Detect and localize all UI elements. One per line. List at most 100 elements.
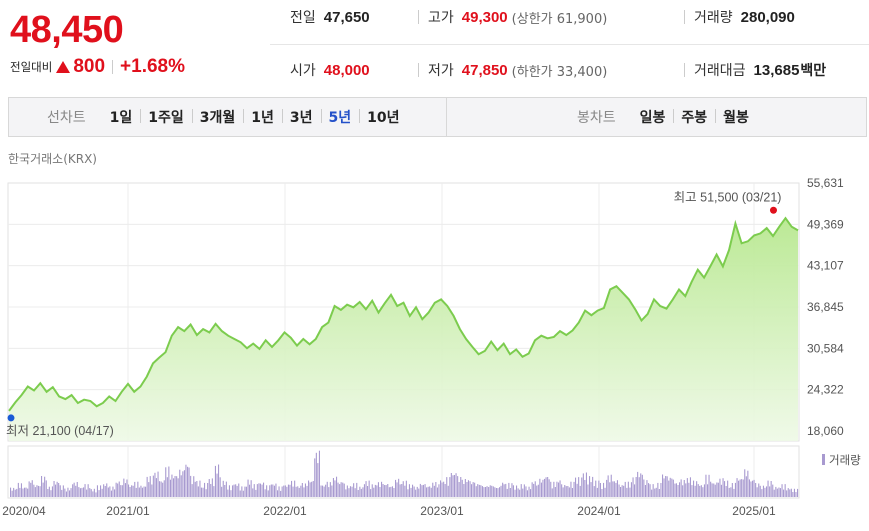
- volume-bar: [500, 485, 502, 497]
- volume-bar: [37, 485, 39, 497]
- volume-bar: [779, 488, 781, 497]
- volume-bar: [745, 476, 747, 497]
- volume-bar: [640, 473, 642, 497]
- volume-bar: [253, 484, 255, 497]
- volume-bar: [770, 481, 772, 497]
- volume-bar: [516, 485, 518, 497]
- volume-bar: [247, 479, 249, 497]
- volume-bar: [337, 482, 339, 497]
- volume-bar: [242, 490, 244, 497]
- stat-value: 48,000: [323, 61, 370, 79]
- volume-bar: [326, 481, 328, 497]
- volume-bar: [784, 484, 786, 497]
- volume-bar: [336, 476, 338, 497]
- volume-bar: [395, 479, 397, 497]
- volume-bar: [315, 452, 317, 497]
- volume-bar: [717, 482, 719, 497]
- volume-bar: [298, 487, 300, 497]
- volume-bar: [457, 476, 459, 497]
- volume-bar: [460, 477, 462, 497]
- volume-bar: [550, 481, 552, 497]
- tab-3y[interactable]: 3년: [281, 107, 321, 127]
- high-label: 최고 51,500 (03/21): [674, 190, 782, 204]
- volume-bar: [797, 488, 799, 497]
- volume-bar: [559, 480, 561, 497]
- volume-bar: [719, 478, 721, 497]
- volume-bar: [481, 486, 483, 497]
- volume-bar: [789, 489, 791, 497]
- tab-weekly[interactable]: 주봉: [673, 107, 715, 127]
- volume-bar: [159, 481, 161, 497]
- volume-bar: [236, 485, 238, 497]
- volume-bar: [452, 475, 454, 497]
- volume-bar: [320, 485, 322, 497]
- volume-bar: [494, 487, 496, 497]
- tab-1y[interactable]: 1년: [243, 107, 282, 127]
- volume-bar: [551, 488, 553, 497]
- volume-bar: [363, 484, 365, 497]
- volume-bar: [435, 482, 437, 497]
- volume-bar: [634, 484, 636, 497]
- volume-bar: [623, 485, 625, 497]
- volume-bar: [239, 490, 241, 497]
- tab-3m[interactable]: 3개월: [191, 107, 244, 127]
- volume-bar: [51, 486, 53, 497]
- volume-bar: [508, 482, 510, 497]
- tab-1w[interactable]: 1주일: [140, 107, 192, 127]
- stat-value: 47,850: [461, 61, 508, 79]
- volume-bar: [292, 486, 294, 497]
- volume-bar: [163, 480, 165, 497]
- volume-bar: [753, 479, 755, 497]
- x-tick-label: 2023/01: [420, 504, 464, 518]
- volume-bar: [138, 487, 140, 497]
- y-tick-label: 18,060: [807, 424, 844, 438]
- tab-1d[interactable]: 1일: [109, 110, 133, 126]
- volume-bar: [783, 489, 785, 497]
- volume-bar: [98, 490, 100, 497]
- volume-bar: [648, 483, 650, 497]
- volume-bar: [89, 488, 91, 497]
- volume-bar: [58, 483, 60, 497]
- volume-bar: [370, 489, 372, 497]
- volume-bar: [519, 489, 521, 497]
- tab-10y[interactable]: 10년: [359, 107, 407, 127]
- volume-bar: [171, 474, 173, 497]
- volume-bar: [422, 484, 424, 497]
- volume-bar: [390, 486, 392, 497]
- tab-monthly[interactable]: 월봉: [715, 107, 757, 127]
- volume-bar: [778, 487, 780, 497]
- volume-legend-swatch: [822, 454, 825, 465]
- volume-bar: [682, 485, 684, 497]
- volume-bar: [396, 482, 398, 497]
- stat-label: 시가: [290, 63, 316, 79]
- volume-bar: [562, 487, 564, 497]
- volume-bar: [520, 484, 522, 497]
- volume-bar: [632, 477, 634, 497]
- volume-bar: [214, 465, 216, 497]
- x-tick-label: 2024/01: [577, 504, 621, 518]
- volume-bar: [151, 484, 153, 497]
- tab-5y[interactable]: 5년: [320, 107, 360, 127]
- volume-bar: [700, 485, 702, 497]
- volume-bar: [526, 490, 528, 497]
- volume-bar: [415, 489, 417, 497]
- volume-bar: [514, 489, 516, 497]
- tab-daily[interactable]: 일봉: [639, 110, 666, 126]
- volume-bar: [734, 482, 736, 497]
- volume-bar: [304, 483, 306, 497]
- volume-bar: [523, 484, 525, 497]
- change-percent: +1.68%: [120, 56, 186, 77]
- volume-bar: [612, 481, 614, 497]
- stats-divider: [270, 44, 869, 45]
- volume-bar: [537, 484, 539, 497]
- volume-bar: [219, 477, 221, 497]
- volume-bar: [204, 482, 206, 497]
- volume-bar: [258, 483, 260, 497]
- volume-bar: [590, 482, 592, 497]
- volume-bar: [657, 482, 659, 497]
- stat-label: 거래량: [694, 10, 733, 26]
- volume-bar: [450, 473, 452, 497]
- volume-bar: [348, 488, 350, 497]
- volume-bar: [711, 483, 713, 497]
- volume-bar: [382, 484, 384, 497]
